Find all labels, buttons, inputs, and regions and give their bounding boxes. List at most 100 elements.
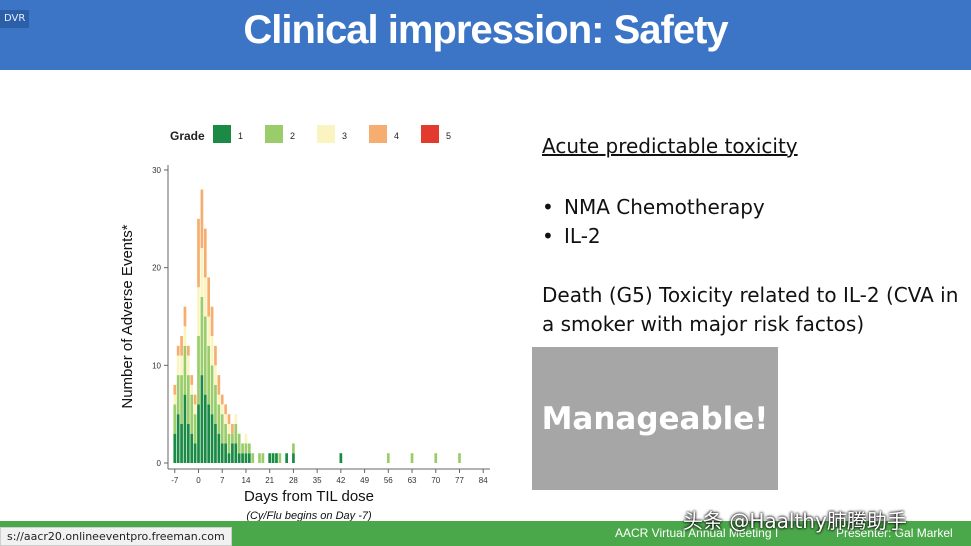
bar-segment [183,326,187,346]
bar-segment [173,394,177,405]
dvr-badge[interactable]: DVR [0,10,30,28]
bar-segment [220,443,224,463]
bar-segment [180,375,183,424]
legend-label: 3 [342,131,347,141]
bar-segment [210,336,214,366]
bar-segment [247,453,251,463]
x-tick-label: 49 [360,476,369,485]
bar-segment [180,336,183,356]
bar-segment [176,375,180,415]
bar-segment [217,375,221,395]
bar-segment [207,277,211,317]
legend-swatch [369,125,387,143]
toxicity-heading: Acute predictable toxicity [542,134,798,158]
legend-swatch [421,125,439,143]
bar-segment [210,414,214,463]
manageable-label: Manageable! [541,400,769,437]
x-axis-title: Days from TIL dose [244,488,374,505]
x-tick-label: 21 [265,476,274,485]
bar-segment [176,345,180,356]
bar-segment [251,453,255,463]
x-tick-label: -7 [171,476,179,485]
title-bar [0,0,971,70]
bar-segment [285,453,288,463]
y-tick-label: 0 [157,459,162,468]
bar-segment [190,384,194,395]
bar-segment [193,414,197,444]
bar-segment [268,453,272,463]
meeting-label: AACR Virtual Annual Meeting I [615,526,779,540]
bar-segment [214,384,217,424]
x-tick-label: 7 [220,476,225,485]
x-tick-label: 42 [336,476,345,485]
bar-segment [193,443,197,463]
x-tick-label: 84 [479,476,488,485]
list-item: • IL-2 [542,222,765,251]
bar-segment [234,423,238,444]
bar-segment [210,365,214,415]
bar-segment [180,355,183,376]
bullet-icon: • [542,224,554,248]
bar-segment [197,287,200,337]
bar-segment [227,414,231,424]
legend-label: 1 [238,131,243,141]
y-tick-label: 30 [152,166,161,175]
toxicity-list: • NMA Chemotherapy • IL-2 [542,193,765,251]
bar-segment [224,423,227,444]
bar-segment [203,316,207,395]
bar-segment [220,414,224,444]
presenter-label: Presenter: Gal Markel [836,526,953,540]
bar-segment [173,433,177,463]
bar-segment [227,453,231,463]
bar-segment [186,355,190,376]
bar-segment [231,433,234,444]
x-tick-label: 56 [384,476,393,485]
bar-segment [214,365,217,385]
bar-segment [176,414,180,463]
list-item: • NMA Chemotherapy [542,193,765,222]
bar-segment [292,453,295,463]
bar-segment [173,404,177,434]
bar-segment [339,453,343,463]
bar-segment [176,355,180,376]
x-tick-label: 70 [431,476,440,485]
legend-swatch [265,125,283,143]
status-url[interactable]: s://aacr20.onlineeventpro.freeman.com [0,527,232,546]
bar-segment [292,443,295,454]
bar-segment [200,296,204,376]
bar-segment [241,443,244,454]
watermark-text: 头条 @Haalthy肺腾助手 [683,509,907,533]
y-tick-label: 20 [152,264,161,273]
bar-segment [183,345,187,395]
bar-segment [247,443,251,454]
bar-segment [275,453,278,463]
bar-segment [217,433,221,463]
legend-label: 4 [394,131,399,141]
bar-segment [271,453,275,463]
bar-segment [231,423,234,434]
bar-segment [190,433,194,463]
bar-segment [237,453,241,463]
x-tick-label: 77 [455,476,464,485]
x-tick-label: 35 [313,476,322,485]
bar-segment [193,404,197,415]
bar-segment [186,345,190,356]
bar-segment [203,394,207,463]
bar-segment [217,404,221,434]
bar-segment [200,375,204,463]
legend-label: 5 [446,131,451,141]
bullet-text: IL-2 [564,224,601,248]
bar-segment [203,277,207,317]
bar-segment [183,394,187,463]
bar-segment [217,394,221,405]
bar-segment [193,394,197,405]
bar-segment [278,453,282,463]
bar-segment [244,443,248,454]
bar-segment [227,433,231,454]
bar-segment [200,248,204,297]
bar-segment [220,404,224,415]
bar-segment [258,453,261,463]
bar-segment [180,423,183,463]
bar-segment [203,228,207,278]
